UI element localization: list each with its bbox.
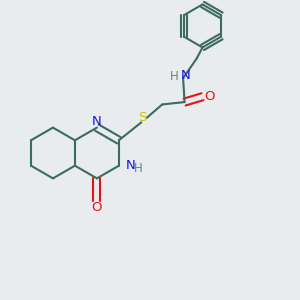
Text: S: S	[139, 110, 147, 124]
Text: O: O	[204, 90, 214, 103]
Text: N: N	[125, 159, 135, 172]
Text: N: N	[181, 69, 190, 82]
Text: H: H	[170, 70, 179, 83]
Text: N: N	[92, 115, 102, 128]
Text: H: H	[134, 162, 143, 175]
Text: O: O	[92, 201, 102, 214]
